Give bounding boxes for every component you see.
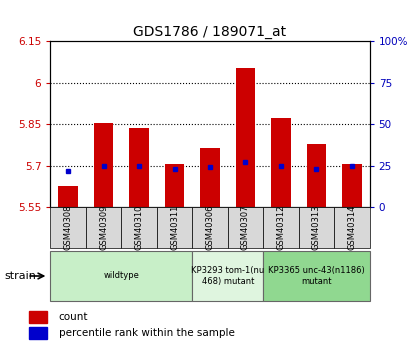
Bar	[200, 148, 220, 207]
FancyBboxPatch shape	[50, 207, 86, 248]
Text: wildtype: wildtype	[103, 272, 139, 280]
Text: GSM40314: GSM40314	[347, 205, 356, 250]
FancyBboxPatch shape	[299, 207, 334, 248]
FancyBboxPatch shape	[50, 251, 192, 301]
FancyBboxPatch shape	[228, 207, 263, 248]
Bar	[94, 124, 113, 207]
FancyBboxPatch shape	[263, 207, 299, 248]
FancyBboxPatch shape	[157, 207, 192, 248]
FancyBboxPatch shape	[192, 251, 263, 301]
Bar	[165, 164, 184, 207]
Bar	[307, 144, 326, 207]
Text: GSM40310: GSM40310	[134, 205, 144, 250]
FancyBboxPatch shape	[263, 251, 370, 301]
Text: count: count	[59, 312, 88, 322]
Text: KP3293 tom-1(nu
468) mutant: KP3293 tom-1(nu 468) mutant	[191, 266, 264, 286]
Text: GSM40308: GSM40308	[64, 205, 73, 250]
Bar	[129, 128, 149, 207]
FancyBboxPatch shape	[121, 207, 157, 248]
Text: strain: strain	[4, 271, 36, 281]
Title: GDS1786 / 189071_at: GDS1786 / 189071_at	[134, 25, 286, 39]
Text: GSM40313: GSM40313	[312, 205, 321, 250]
Text: GSM40306: GSM40306	[205, 205, 215, 250]
Bar	[271, 118, 291, 207]
Text: percentile rank within the sample: percentile rank within the sample	[59, 328, 235, 338]
Text: GSM40312: GSM40312	[276, 205, 286, 250]
Bar	[58, 186, 78, 207]
Bar	[29, 310, 47, 323]
FancyBboxPatch shape	[334, 207, 370, 248]
FancyBboxPatch shape	[192, 207, 228, 248]
Text: GSM40311: GSM40311	[170, 205, 179, 250]
FancyBboxPatch shape	[86, 207, 121, 248]
Text: GSM40309: GSM40309	[99, 205, 108, 250]
Bar	[342, 164, 362, 207]
Bar	[236, 68, 255, 207]
Text: GSM40307: GSM40307	[241, 205, 250, 250]
Bar	[29, 327, 47, 339]
Text: KP3365 unc-43(n1186)
mutant: KP3365 unc-43(n1186) mutant	[268, 266, 365, 286]
